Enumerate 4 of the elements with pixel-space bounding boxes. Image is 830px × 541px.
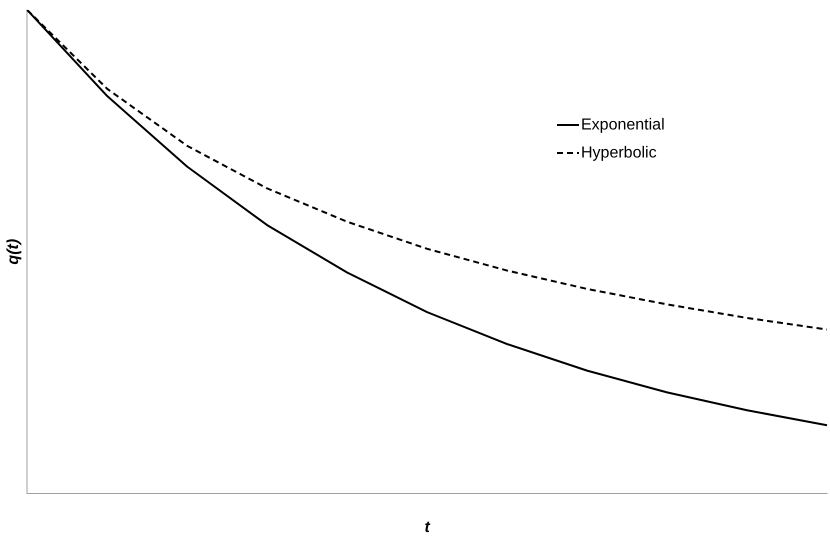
legend-label: Exponential [581, 116, 665, 134]
legend-label: Hyperbolic [581, 144, 657, 162]
x-axis-title: t [424, 518, 430, 536]
y-axis-title: q(t) [5, 238, 22, 265]
